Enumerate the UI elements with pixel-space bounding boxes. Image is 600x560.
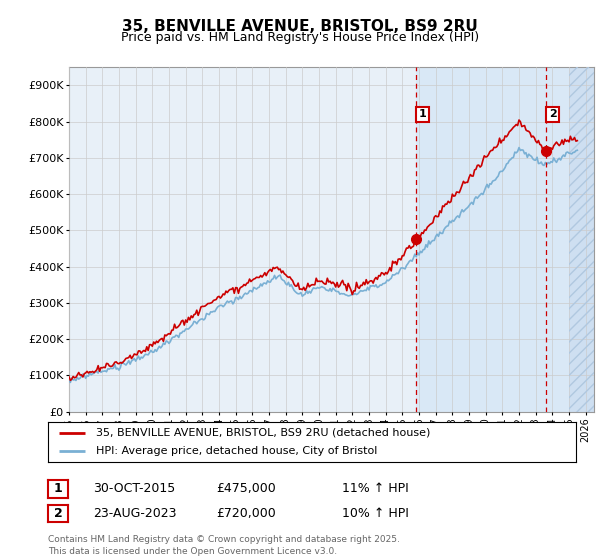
Text: 35, BENVILLE AVENUE, BRISTOL, BS9 2RU: 35, BENVILLE AVENUE, BRISTOL, BS9 2RU: [122, 20, 478, 34]
Text: 30-OCT-2015: 30-OCT-2015: [93, 482, 175, 496]
Text: Price paid vs. HM Land Registry's House Price Index (HPI): Price paid vs. HM Land Registry's House …: [121, 31, 479, 44]
Text: 1: 1: [53, 482, 62, 496]
Text: Contains HM Land Registry data © Crown copyright and database right 2025.
This d: Contains HM Land Registry data © Crown c…: [48, 535, 400, 556]
Text: 2: 2: [53, 507, 62, 520]
Bar: [569, 67, 594, 412]
Bar: [569, 67, 594, 412]
Text: 11% ↑ HPI: 11% ↑ HPI: [342, 482, 409, 496]
Text: £475,000: £475,000: [216, 482, 276, 496]
Text: 2: 2: [549, 109, 557, 119]
Text: 10% ↑ HPI: 10% ↑ HPI: [342, 507, 409, 520]
Text: HPI: Average price, detached house, City of Bristol: HPI: Average price, detached house, City…: [95, 446, 377, 456]
Text: £720,000: £720,000: [216, 507, 276, 520]
Text: 1: 1: [419, 109, 427, 119]
Bar: [416, 67, 594, 412]
Text: 23-AUG-2023: 23-AUG-2023: [93, 507, 176, 520]
Text: 35, BENVILLE AVENUE, BRISTOL, BS9 2RU (detached house): 35, BENVILLE AVENUE, BRISTOL, BS9 2RU (d…: [95, 428, 430, 437]
